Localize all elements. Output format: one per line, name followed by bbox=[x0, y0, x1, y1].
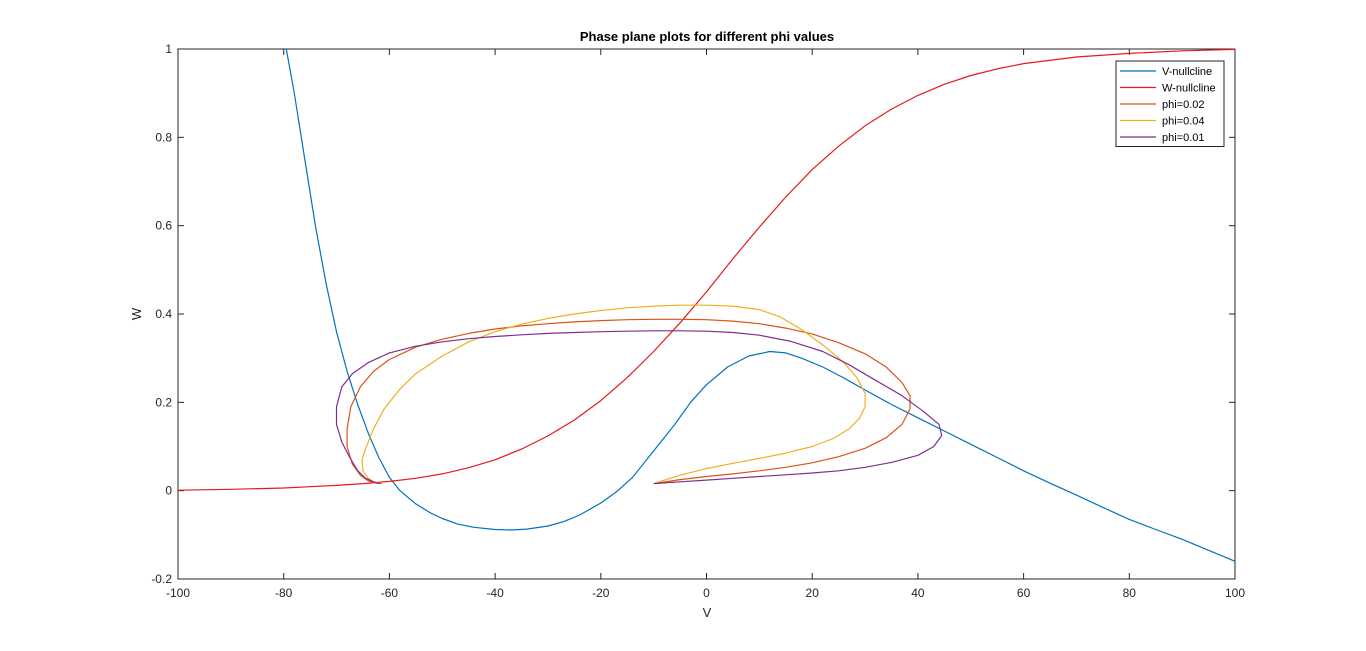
x-tick-label: 100 bbox=[1225, 586, 1245, 600]
x-tick-label: -40 bbox=[486, 586, 504, 600]
y-tick-label: 0.8 bbox=[155, 130, 172, 144]
y-tick-label: 0.4 bbox=[155, 307, 172, 321]
y-axis-label: W bbox=[129, 307, 144, 320]
legend-box bbox=[1115, 60, 1225, 147]
x-tick-label: 60 bbox=[1017, 586, 1031, 600]
legend-label: V-nullcline bbox=[1162, 66, 1212, 78]
y-tick-label: 0.6 bbox=[155, 219, 172, 233]
x-tick-label: 80 bbox=[1123, 586, 1137, 600]
series-line-1 bbox=[177, 48, 1236, 491]
y-tick-label: -0.2 bbox=[151, 572, 172, 586]
legend-label: W-nullcline bbox=[1162, 83, 1216, 95]
x-tick-label: 40 bbox=[911, 586, 925, 600]
axis-ticks: -100 -80 -60 -40 -20 0 20 40 60 80 100 -0.2 0 0.2 0.4 0… bbox=[151, 42, 1245, 600]
plot-area bbox=[177, 48, 1236, 580]
legend: V-nullcline W-nullcline phi=0.02 phi=0.04 ph… bbox=[1115, 60, 1225, 147]
axes-box bbox=[177, 48, 1236, 580]
x-tick-label: -100 bbox=[166, 586, 190, 600]
x-axis-label: V bbox=[703, 605, 712, 620]
y-tick-label: 1 bbox=[165, 42, 172, 56]
x-tick-label: 20 bbox=[806, 586, 820, 600]
series-line-3 bbox=[361, 304, 866, 485]
y-tick-label: 0.2 bbox=[155, 395, 172, 409]
series-line-2 bbox=[346, 318, 911, 485]
legend-label: phi=0.02 bbox=[1162, 99, 1205, 111]
series-line-4 bbox=[335, 330, 943, 485]
legend-label: phi=0.04 bbox=[1162, 116, 1205, 128]
chart-title: Phase plane plots for different phi valu… bbox=[580, 29, 834, 44]
series-line-0 bbox=[285, 48, 1236, 562]
x-tick-label: 0 bbox=[703, 586, 710, 600]
x-tick-label: -20 bbox=[592, 586, 610, 600]
x-tick-label: -60 bbox=[381, 586, 399, 600]
x-tick-label: -80 bbox=[275, 586, 293, 600]
legend-label: phi=0.01 bbox=[1162, 132, 1205, 144]
y-tick-label: 0 bbox=[165, 484, 172, 498]
series-layer bbox=[177, 48, 1236, 562]
